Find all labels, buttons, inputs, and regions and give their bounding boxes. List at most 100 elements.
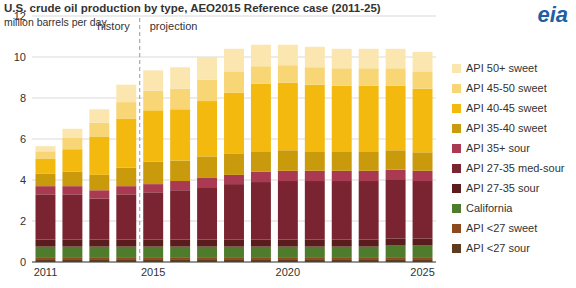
bar-segment: [89, 258, 109, 260]
bar-segment: [251, 182, 271, 239]
bar-segment: [62, 172, 82, 186]
bar-segment: [89, 247, 109, 258]
bar-segment: [224, 71, 244, 93]
logo: eia: [537, 2, 568, 27]
bar-segment: [413, 171, 433, 181]
bar-segment: [36, 247, 56, 258]
bar-segment: [332, 86, 352, 152]
bar-segment: [224, 184, 244, 239]
bar-segment: [305, 181, 325, 239]
bar-segment: [62, 186, 82, 194]
bar-segment: [143, 260, 163, 262]
bar-segment: [332, 171, 352, 181]
bar-segment: [413, 181, 433, 238]
bar-segment: [332, 151, 352, 170]
divider: [139, 18, 140, 262]
bar-segment: [305, 67, 325, 84]
bar-segment: [386, 180, 406, 238]
legend-label: API 27-35 med-sour: [466, 162, 565, 174]
bar-segment: [197, 260, 217, 262]
bar-segment: [170, 258, 190, 260]
bar-segment: [116, 247, 136, 258]
bar-segment: [36, 158, 56, 173]
bar-segment: [359, 247, 379, 258]
bar-segment: [143, 70, 163, 91]
legend-label: API 35+ sour: [466, 142, 530, 154]
bar-segment: [359, 258, 379, 260]
bar-segment: [359, 181, 379, 239]
bar-segment: [224, 258, 244, 260]
legend-label: California: [466, 202, 513, 214]
bar-segment: [170, 239, 190, 246]
bar-segment: [62, 239, 82, 246]
bar-segment: [224, 153, 244, 175]
legend-swatch: [452, 84, 461, 93]
bar-segment: [116, 239, 136, 246]
legend-label: API 35-40 sweet: [466, 122, 547, 134]
y-tick-label: 12: [14, 10, 26, 22]
bar-segment: [170, 161, 190, 182]
bar-segment: [170, 109, 190, 160]
bar-segment: [36, 146, 56, 151]
bar-segment: [62, 138, 82, 149]
legend-label: API 50+ sweet: [466, 62, 537, 74]
bar-segment: [62, 247, 82, 258]
bar-segment: [89, 109, 109, 122]
legend-swatch: [452, 204, 461, 213]
y-tick-label: 4: [20, 174, 26, 186]
bar-segment: [36, 258, 56, 260]
bar-segment: [386, 258, 406, 260]
legend-swatch: [452, 224, 461, 233]
legend-label: API 45-50 sweet: [466, 82, 547, 94]
bar-segment: [305, 260, 325, 262]
legend-label: API 27-35 sour: [466, 182, 540, 194]
bar-segment: [197, 187, 217, 239]
bar-segment: [224, 93, 244, 153]
y-tick-label: 0: [20, 256, 26, 268]
y-tick-label: 8: [20, 92, 26, 104]
bar-segment: [305, 85, 325, 152]
legend-swatch: [452, 164, 461, 173]
bar-segment: [62, 258, 82, 260]
bar-segment: [359, 151, 379, 170]
bar-segment: [170, 181, 190, 190]
bar-segment: [251, 172, 271, 182]
bar-segment: [197, 57, 217, 80]
legend-swatch: [452, 244, 461, 253]
bar-segment: [251, 247, 271, 258]
annotation: projection: [150, 20, 198, 32]
bar-segment: [36, 260, 56, 262]
bar-segment: [413, 89, 433, 153]
bar-segment: [116, 85, 136, 102]
bar-segment: [305, 151, 325, 170]
bar-segment: [62, 129, 82, 138]
bar-segment: [62, 149, 82, 172]
bar-segment: [278, 171, 298, 181]
bar-segment: [143, 258, 163, 260]
bar-segment: [62, 194, 82, 239]
legend-label: API <27 sour: [466, 242, 530, 254]
legend-swatch: [452, 124, 461, 133]
bar-segment: [62, 260, 82, 262]
bar-segment: [116, 194, 136, 239]
bar-segment: [89, 190, 109, 198]
bar-segment: [197, 156, 217, 178]
x-tick-label: 2025: [410, 266, 434, 278]
bar-segment: [224, 239, 244, 246]
bar-segment: [278, 181, 298, 239]
bar-segment: [251, 151, 271, 172]
bar-segment: [278, 247, 298, 258]
bar-segment: [413, 71, 433, 88]
bar-segment: [359, 49, 379, 68]
bar-segment: [143, 184, 163, 192]
bar-segment: [413, 52, 433, 71]
bar-segment: [413, 246, 433, 258]
bar-segment: [89, 175, 109, 190]
bar-segment: [224, 175, 244, 184]
bar-segment: [251, 239, 271, 246]
bar-segment: [413, 152, 433, 170]
legend-label: API 40-45 sweet: [466, 102, 547, 114]
bar-segment: [143, 110, 163, 161]
bar-segment: [89, 137, 109, 175]
y-tick-label: 10: [14, 51, 26, 63]
